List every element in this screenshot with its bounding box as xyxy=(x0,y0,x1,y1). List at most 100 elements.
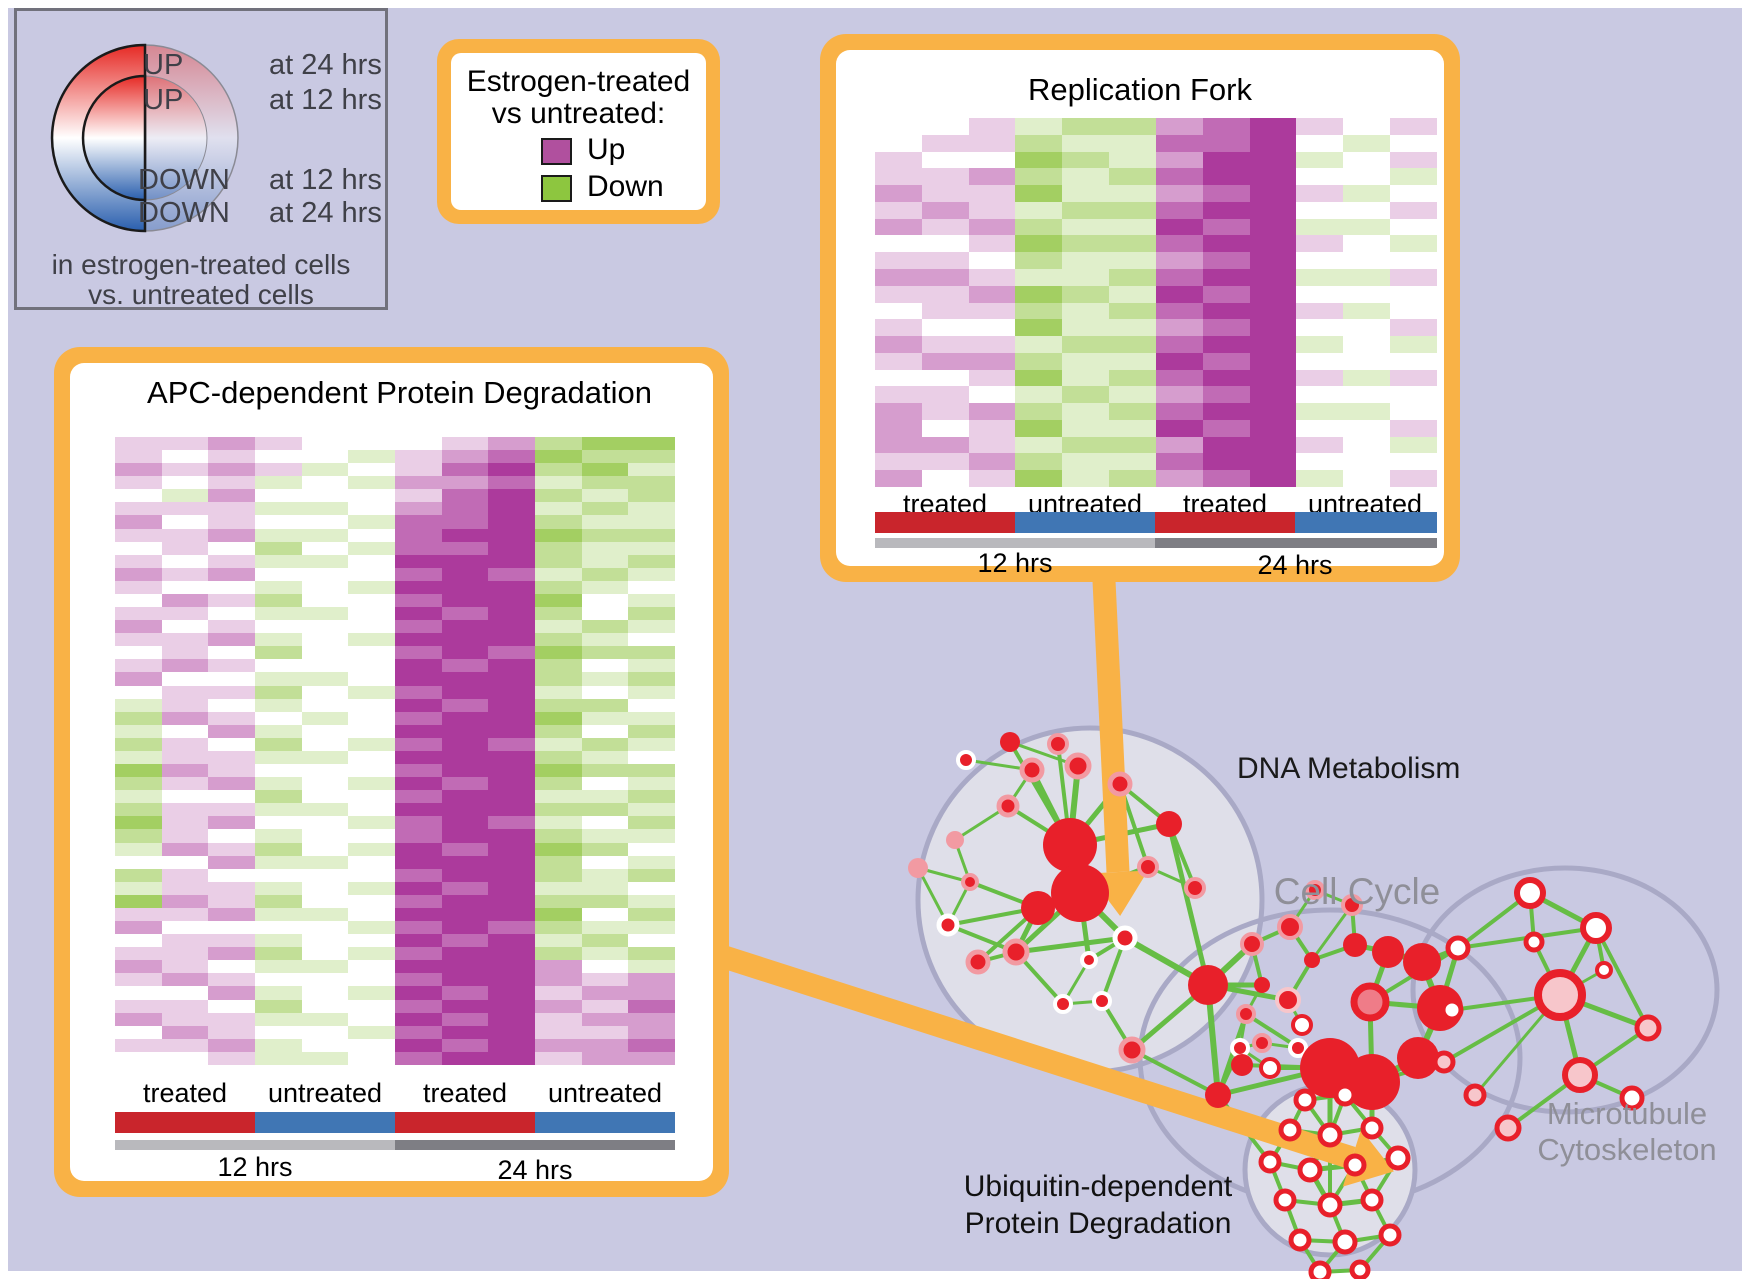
heatmap-cell xyxy=(921,118,969,135)
heatmap-cell xyxy=(255,750,302,765)
heatmap-cell xyxy=(255,620,302,634)
heatmap-cell xyxy=(395,476,442,490)
heatmap-cell xyxy=(1015,118,1063,135)
heatmap-cell xyxy=(301,620,349,634)
heatmap-cell xyxy=(1015,285,1063,303)
heatmap-cell xyxy=(208,960,255,974)
heatmap-cell xyxy=(115,541,162,555)
heatmap-cell xyxy=(535,450,582,464)
heatmap-cell xyxy=(921,235,969,253)
heatmap-cell xyxy=(921,352,969,370)
heatmap-cell xyxy=(115,711,162,725)
heatmap-cell xyxy=(255,921,302,935)
heatmap-cell xyxy=(301,685,349,699)
heatmap-cell xyxy=(535,1038,582,1052)
apc-group-label: treated xyxy=(422,1078,508,1108)
heatmap-cell xyxy=(301,777,349,791)
heatmap-cell xyxy=(348,489,395,503)
heatmap-cell xyxy=(488,450,535,464)
heatmap-cell xyxy=(161,737,209,751)
heatmap-cell xyxy=(1062,386,1110,404)
heatmap-cell xyxy=(441,476,489,490)
heatmap-cell xyxy=(535,528,582,542)
heatmap-cell xyxy=(535,894,582,908)
heatmap-cell xyxy=(628,659,675,673)
heatmap-cell xyxy=(1296,168,1344,186)
heatmap-cell xyxy=(208,829,255,843)
heatmap-cell xyxy=(115,672,162,686)
heatmap-cell xyxy=(301,907,349,922)
heatmap-cell xyxy=(628,777,675,791)
heatmap-cell xyxy=(1249,285,1297,303)
heatmap-cell xyxy=(208,842,255,856)
heatmap-cell xyxy=(875,419,922,437)
heatmap-cell xyxy=(395,907,442,922)
heatmap-cell xyxy=(1202,386,1250,404)
heatmap-cell xyxy=(535,737,582,751)
heatmap-cell xyxy=(208,764,255,778)
heatmap-cell xyxy=(395,855,442,869)
heatmap-cell xyxy=(348,515,395,529)
heatmap-cell xyxy=(255,672,302,686)
heatmap-cell xyxy=(441,921,489,935)
heatmap-cell xyxy=(1202,218,1250,236)
heatmap-cell xyxy=(161,1025,209,1039)
heatmap-cell xyxy=(1202,151,1250,169)
heatmap-cell xyxy=(968,436,1016,454)
heatmap-cell xyxy=(301,960,349,974)
heatmap-cell xyxy=(115,1025,162,1039)
heatmap-cell xyxy=(441,829,489,843)
heatmap-cell xyxy=(208,907,255,922)
heatmap-cell xyxy=(115,921,162,935)
heatmap-cell xyxy=(488,803,535,817)
heatmap-cell xyxy=(348,698,395,712)
heatmap-cell xyxy=(1015,319,1063,337)
heatmap-cell xyxy=(208,450,255,464)
heatmap-cell xyxy=(581,1051,629,1065)
heatmap-cell xyxy=(581,842,629,856)
heatmap-cell xyxy=(208,894,255,908)
heatmap-cell xyxy=(208,803,255,817)
heatmap-cell xyxy=(968,268,1016,286)
heatmap-cell xyxy=(395,986,442,1000)
heatmap-cell xyxy=(208,580,255,594)
heatmap-cell xyxy=(1202,369,1250,387)
heatmap-cell xyxy=(301,724,349,738)
heatmap-cell xyxy=(1202,268,1250,286)
heatmap-cell xyxy=(1296,369,1344,387)
heatmap-cell xyxy=(628,580,675,594)
heatmap-cell xyxy=(395,737,442,751)
heatmap-cell xyxy=(1062,336,1110,353)
heatmap-cell xyxy=(208,1051,255,1065)
heatmap-cell xyxy=(441,659,489,673)
heatmap-cell xyxy=(348,1012,395,1026)
heatmap-cell xyxy=(1015,453,1063,471)
treated-bar xyxy=(395,1112,535,1133)
heatmap-cell xyxy=(395,698,442,712)
heatmap-cell xyxy=(1343,185,1391,202)
heatmap-cell xyxy=(1109,470,1156,487)
heatmap-cell xyxy=(301,541,349,555)
heatmap-cell xyxy=(161,724,209,738)
heatmap-cell xyxy=(1062,185,1110,202)
heatmap-cell xyxy=(1390,302,1437,320)
heatmap-cell xyxy=(208,698,255,712)
heatmap-cell xyxy=(1155,302,1203,320)
heatmap-cell xyxy=(628,724,675,738)
heatmap-cell xyxy=(395,764,442,778)
heatmap-cell xyxy=(535,541,582,555)
heatmap-cell xyxy=(1249,235,1297,253)
heatmap-cell xyxy=(301,515,349,529)
heatmap-cell xyxy=(161,489,209,503)
heatmap-cell xyxy=(1343,134,1391,152)
heatmap-cell xyxy=(1109,302,1156,320)
treated-bar xyxy=(115,1112,255,1133)
heatmap-cell xyxy=(301,489,349,503)
heatmap-cell xyxy=(968,235,1016,253)
heatmap-cell xyxy=(875,336,922,353)
time-bar-24 xyxy=(395,1140,675,1150)
heatmap-cell xyxy=(161,947,209,961)
heatmap-cell xyxy=(255,777,302,791)
heatmap-cell xyxy=(348,777,395,791)
heatmap-cell xyxy=(581,489,629,503)
